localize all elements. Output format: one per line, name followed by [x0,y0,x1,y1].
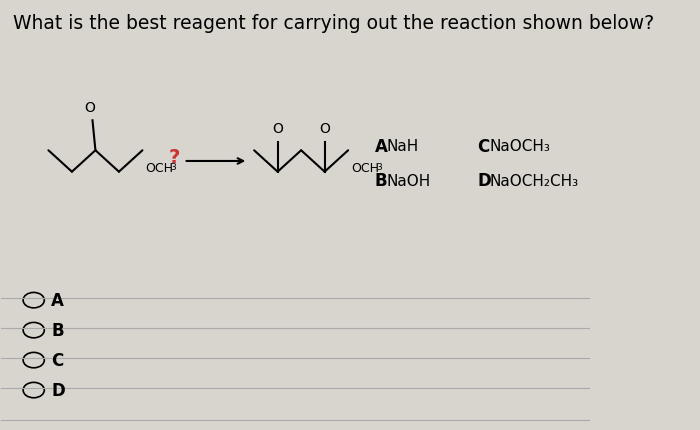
Text: What is the best reagent for carrying out the reaction shown below?: What is the best reagent for carrying ou… [13,14,654,33]
Text: B: B [374,172,387,190]
Text: OCH: OCH [146,162,174,175]
Text: ?: ? [169,148,181,167]
Text: C: C [51,351,64,369]
Text: C: C [477,138,490,156]
Text: O: O [319,122,330,136]
Text: D: D [477,172,491,190]
Text: NaOCH₃: NaOCH₃ [489,139,550,154]
Text: O: O [84,101,95,115]
Text: D: D [51,381,65,399]
Text: OCH: OCH [351,162,379,175]
Text: NaH: NaH [386,139,419,154]
Text: 3: 3 [377,163,382,172]
Text: 3: 3 [171,163,176,172]
Text: A: A [51,292,64,310]
Text: NaOH: NaOH [386,173,430,188]
Text: NaOCH₂CH₃: NaOCH₂CH₃ [489,173,578,188]
Text: A: A [374,138,388,156]
Text: B: B [51,321,64,339]
Text: O: O [272,122,283,136]
